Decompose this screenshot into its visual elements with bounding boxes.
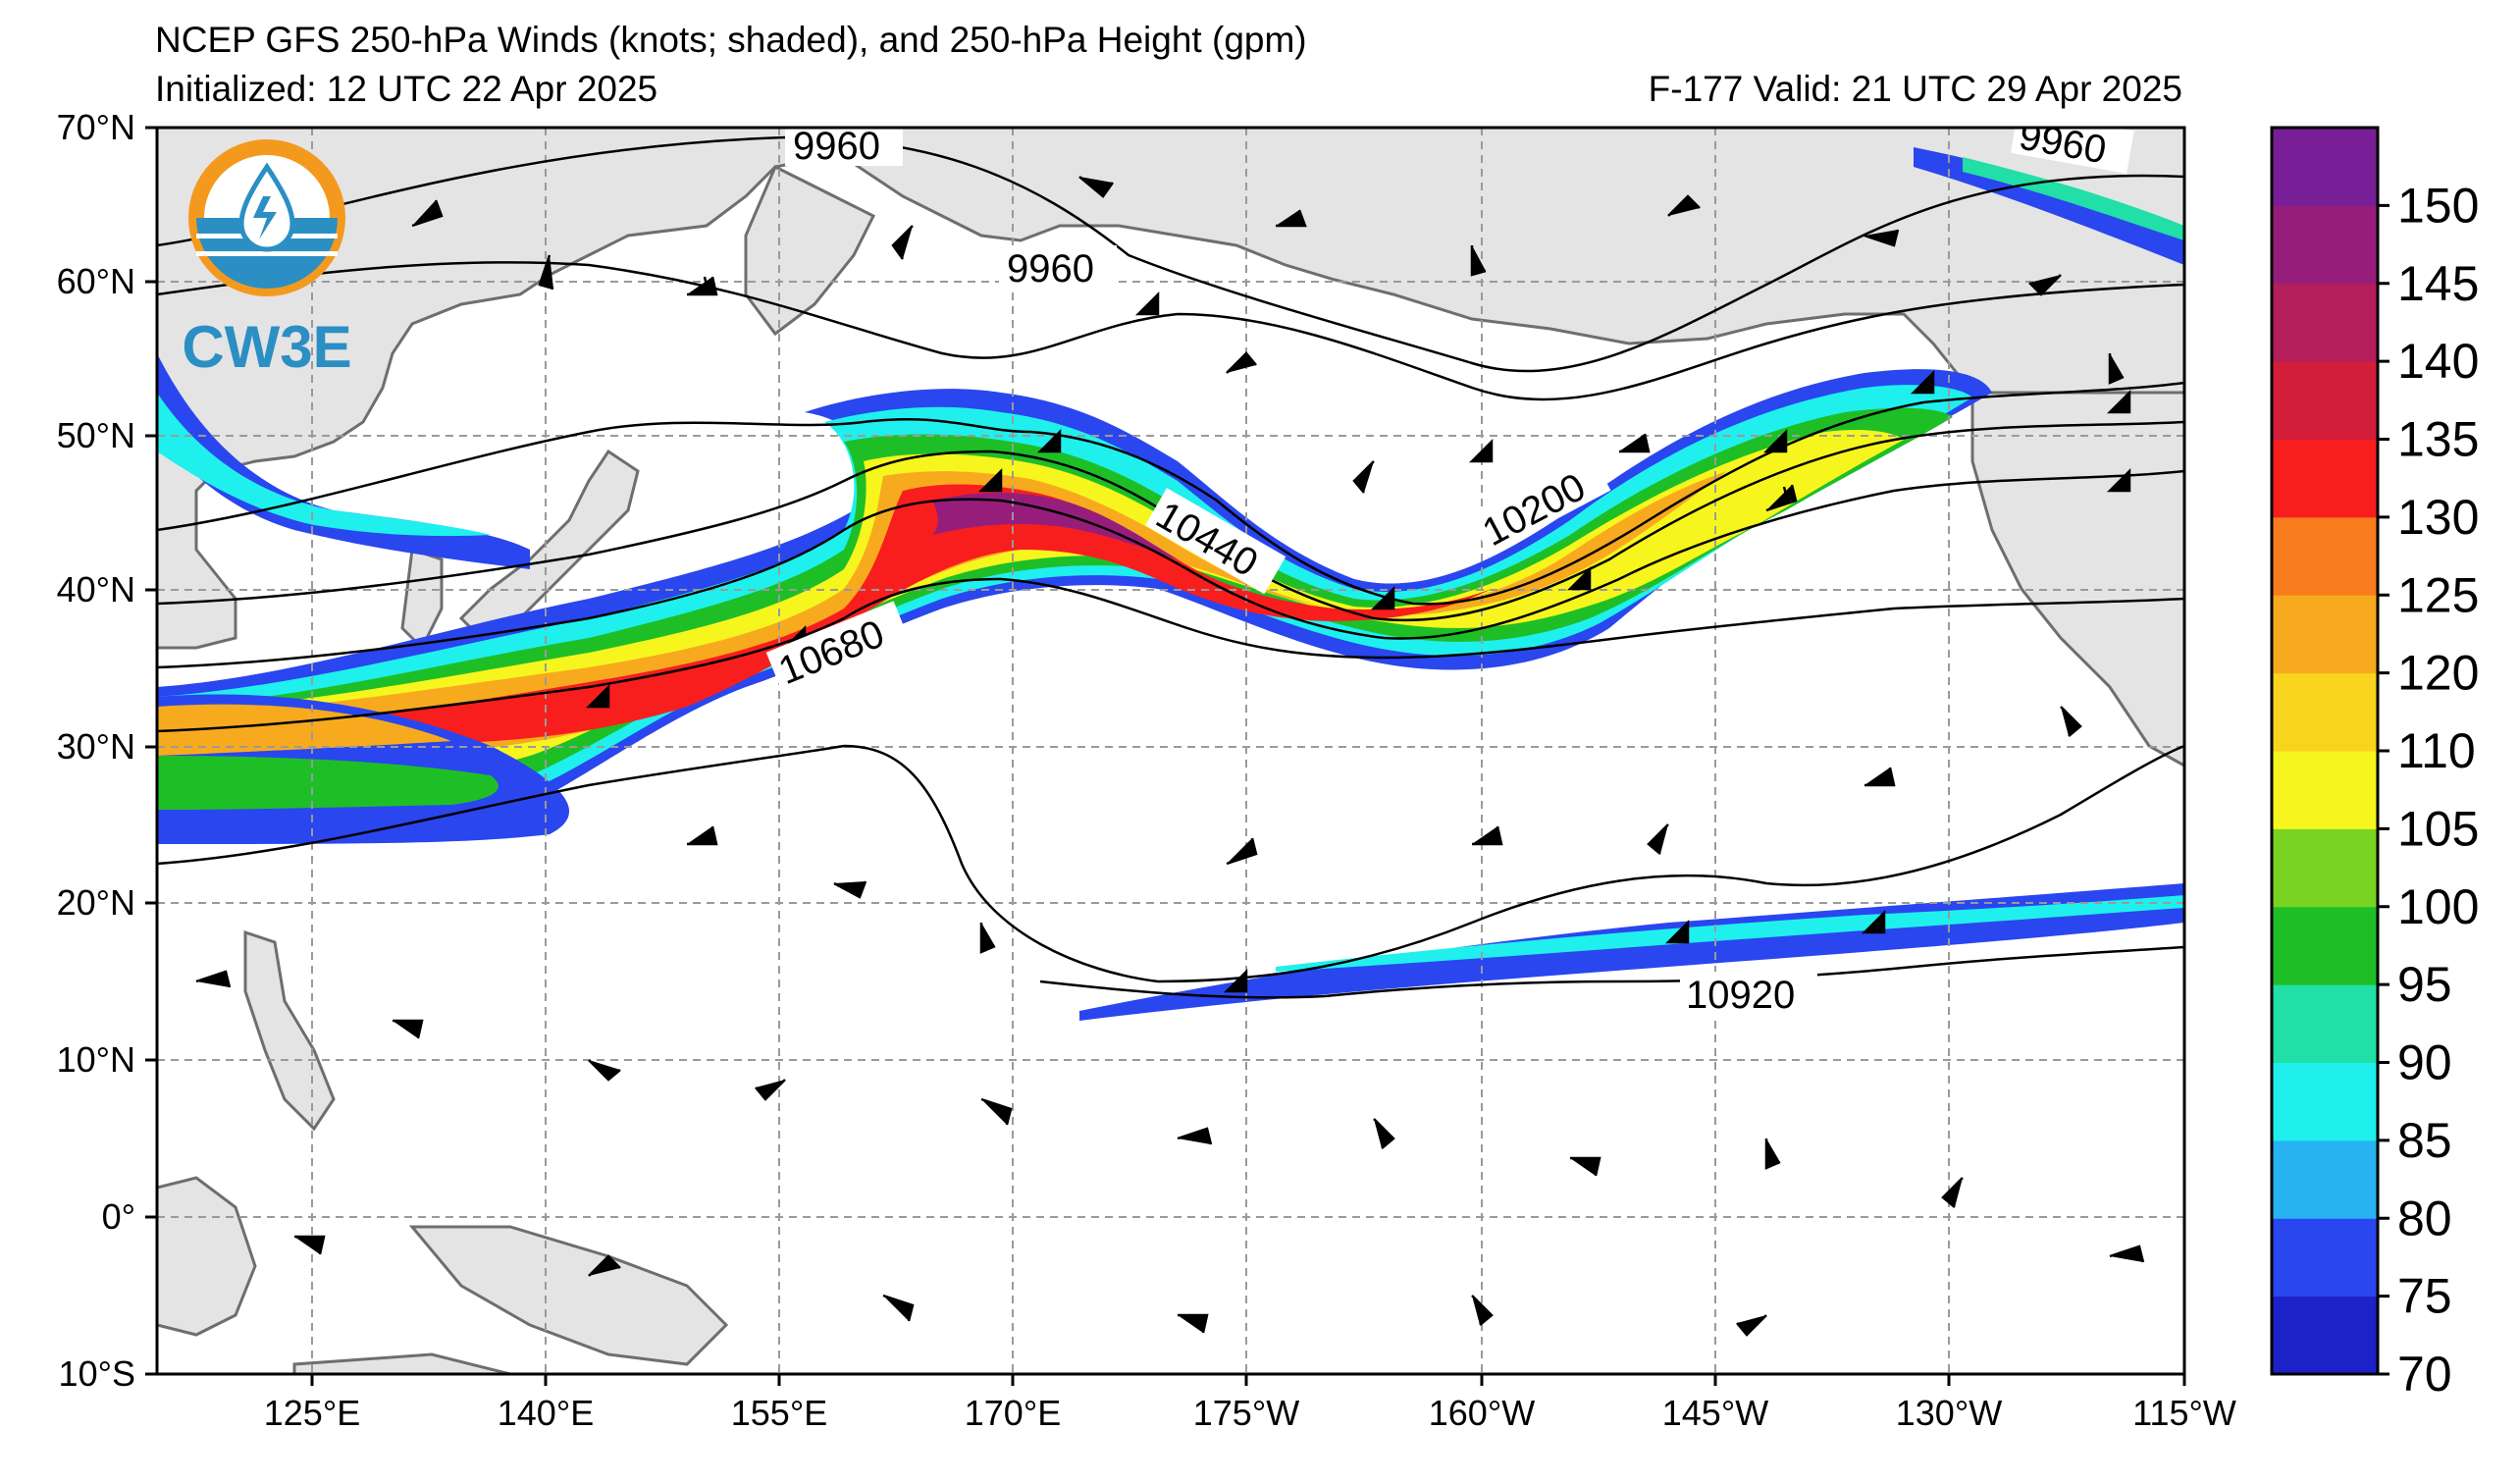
colorbar-label: 120 [2397, 646, 2479, 701]
north-america [1970, 391, 2184, 768]
colorbar-segment [2272, 906, 2378, 985]
lon-label: 130°W [1896, 1393, 2002, 1433]
colorbar-label: 85 [2397, 1113, 2452, 1168]
colorbar-segment [2272, 828, 2378, 908]
sw-jet-green [157, 756, 499, 810]
kamchatka [744, 164, 876, 337]
contour-10200 [157, 381, 2184, 606]
colorbar-label: 110 [2397, 723, 2476, 778]
gridlines [157, 128, 2184, 1374]
colorbar-segment [2272, 984, 2378, 1063]
valid-time: F-177 Valid: 21 UTC 29 Apr 2025 [1648, 69, 2182, 109]
subtropical-jet-inner [1276, 895, 2184, 972]
lat-label: 50°N [57, 415, 135, 455]
colorbar-label: 130 [2397, 490, 2479, 545]
jet-ne-corner-inner [1963, 157, 2184, 240]
australia-north [292, 1352, 511, 1374]
lat-label: 0° [102, 1196, 135, 1237]
colorbar-segment [2272, 361, 2378, 440]
land-masses [157, 128, 2184, 1374]
jet-nw-asia-inner [157, 393, 491, 537]
map-frame [155, 126, 2186, 1376]
colorbar-segment [2272, 1139, 2378, 1219]
cw3e-logo: CW3E [182, 139, 352, 380]
colorbar-segment [2272, 1218, 2378, 1298]
colorbar-segment [2272, 1296, 2378, 1375]
lon-label: 145°W [1662, 1393, 1768, 1433]
asia-landmass [157, 128, 916, 650]
colorbar-segment [2272, 672, 2378, 752]
colorbar-label: 125 [2397, 567, 2479, 622]
colorbar-segment [2272, 595, 2378, 674]
colorbar-label: 105 [2397, 801, 2479, 856]
initialized-time: Initialized: 12 UTC 22 Apr 2025 [155, 69, 658, 109]
colorbar-label: 80 [2397, 1191, 2452, 1245]
colorbar-segment [2272, 516, 2378, 596]
contour-label: 10920 [1686, 974, 1795, 1017]
jet-ne-corner [1914, 147, 2184, 265]
colorbar-label: 150 [2397, 178, 2479, 233]
lon-label: 175°W [1193, 1393, 1299, 1433]
lat-label: 20°N [57, 882, 135, 923]
height-contours [157, 135, 2184, 999]
contour-10680 [157, 577, 2184, 733]
lat-label: 30°N [57, 726, 135, 767]
map-panel: 9960 9960 9960 10440 10200 10680 10920 [157, 125, 2184, 1374]
colorbar-segment [2272, 283, 2378, 362]
new-guinea [408, 1225, 729, 1366]
wind-barbs [195, 176, 2145, 1337]
jet-core-red [216, 484, 1492, 744]
colorbar-label: 100 [2397, 879, 2479, 934]
lat-label: 10°N [57, 1039, 135, 1080]
contour-label: 9960 [793, 125, 880, 168]
contour-10560 [157, 469, 2184, 669]
colorbar-label: 145 [2397, 256, 2479, 311]
lat-label: 70°N [57, 107, 135, 147]
colorbar-segment [2272, 751, 2378, 829]
sw-jet-orange [157, 704, 451, 756]
colorbar-label: 70 [2397, 1347, 2452, 1402]
map-title: NCEP GFS 250-hPa Winds (knots; shaded), … [155, 20, 1307, 60]
korea [400, 547, 444, 651]
lon-label: 160°W [1429, 1393, 1535, 1433]
latitude-axis [145, 126, 157, 1376]
colorbar-label: 90 [2397, 1035, 2452, 1090]
colorbar-label: 95 [2397, 957, 2452, 1012]
contour-label: 9960 [1007, 247, 1094, 291]
latitude-labels: 70°N 60°N 50°N 40°N 30°N 20°N 10°N 0° 10… [57, 107, 135, 1394]
lat-label: 60°N [57, 261, 135, 301]
colorbar-segment [2272, 439, 2378, 518]
jet-core-purple [932, 492, 1178, 559]
colorbar-segment [2272, 205, 2378, 285]
lon-label: 140°E [498, 1393, 594, 1433]
colorbar: 75 80 85 90 95 100 105 110 120 125 130 135 140 145 150… [2270, 126, 2479, 1402]
longitude-axis [310, 1374, 2186, 1386]
logo-text: CW3E [182, 314, 351, 380]
colorbar-segment [2272, 128, 2378, 206]
water-drop-icon [238, 162, 295, 252]
contour-9960 [157, 135, 2184, 373]
lon-label: 170°E [965, 1393, 1061, 1433]
contour-upper [157, 261, 2184, 401]
lon-label: 155°E [731, 1393, 827, 1433]
colorbar-label: 140 [2397, 334, 2479, 389]
contour-10800 [157, 744, 2184, 983]
lon-label: 115°W [2132, 1393, 2236, 1433]
jet-band-orange [157, 471, 1727, 756]
lon-label: 125°E [264, 1393, 360, 1433]
lat-label: 10°S [59, 1353, 135, 1394]
longitude-labels: 125°E 140°E 155°E 170°E 175°W 160°W 145°… [264, 1393, 2236, 1433]
contour-10920 [1039, 945, 2184, 999]
colorbar-label: 75 [2397, 1269, 2452, 1324]
colorbar-label: 135 [2397, 412, 2479, 467]
lat-label: 40°N [57, 569, 135, 609]
colorbar-segment [2272, 1062, 2378, 1141]
